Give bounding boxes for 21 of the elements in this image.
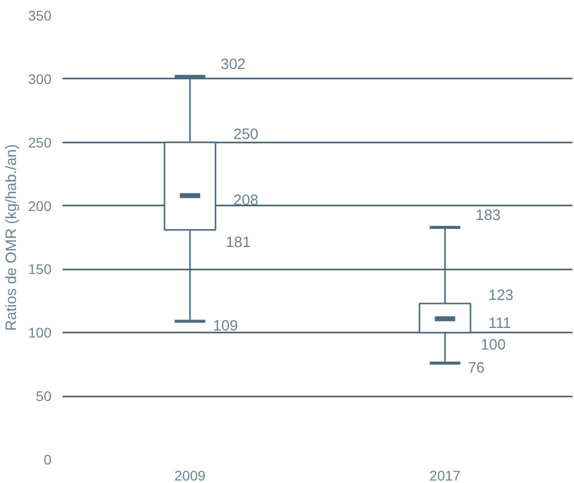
y-axis-title: Ratios de OMR (kg/hab./an): [3, 144, 20, 331]
y-tick-label: 150: [28, 261, 52, 278]
annotation: 302: [220, 56, 246, 74]
y-tick-label: 250: [28, 134, 52, 150]
y-tick-label: 100: [28, 324, 52, 341]
y-tick-label: 0: [44, 452, 52, 468]
y-tick-label: 300: [28, 70, 52, 87]
annotation: 111: [488, 314, 512, 332]
annotation: 100: [480, 336, 506, 354]
y-tick-label: 50: [36, 388, 52, 404]
annotation: 250: [233, 126, 258, 143]
annotation: 76: [468, 359, 485, 376]
annotation: 109: [212, 318, 238, 335]
y-tick-label: 350: [28, 8, 52, 24]
x-tick-label: 2017: [429, 468, 461, 483]
annotation: 123: [488, 287, 514, 304]
y-tick-label: 200: [28, 198, 52, 214]
annotation: 208: [233, 192, 258, 209]
x-tick-label: 2009: [174, 468, 206, 483]
annotation: 183: [476, 207, 501, 224]
annotation: 181: [226, 234, 251, 251]
